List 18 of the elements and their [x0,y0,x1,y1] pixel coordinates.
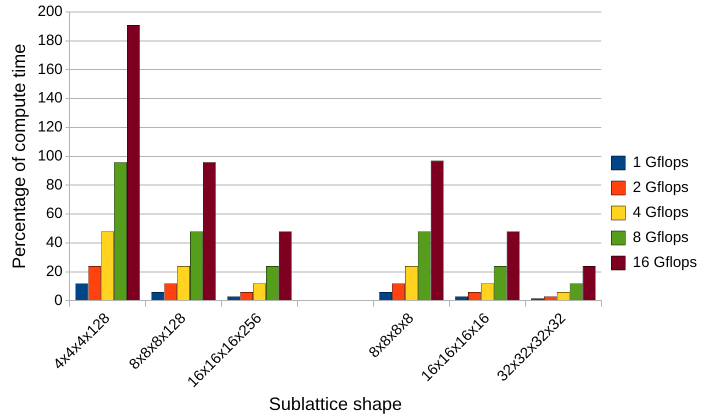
y-tick-label: 60 [46,205,63,222]
legend-label: 2 Gflops [632,179,689,196]
x-axis-title: Sublattice shape [268,394,402,414]
y-tick-label: 120 [38,118,63,136]
legend-label: 4 Gflops [632,204,689,222]
y-tick-label: 140 [38,90,63,107]
legend-label: 16 Gflops [632,254,698,272]
y-tick-label: 160 [38,60,63,78]
y-tick-label: 100 [38,147,63,164]
y-axis-title: Percentage of compute time [8,44,29,269]
y-tick-label: 40 [46,234,63,252]
y-tick-label: 200 [38,3,63,20]
y-tick-label: 180 [38,32,63,50]
legend-label: 8 Gflops [632,229,689,246]
legend-label: 1 Gflops [632,154,689,172]
y-tick-label: 20 [46,262,63,280]
y-tick-label: 0 [54,292,63,309]
y-tick-label: 80 [46,176,63,194]
